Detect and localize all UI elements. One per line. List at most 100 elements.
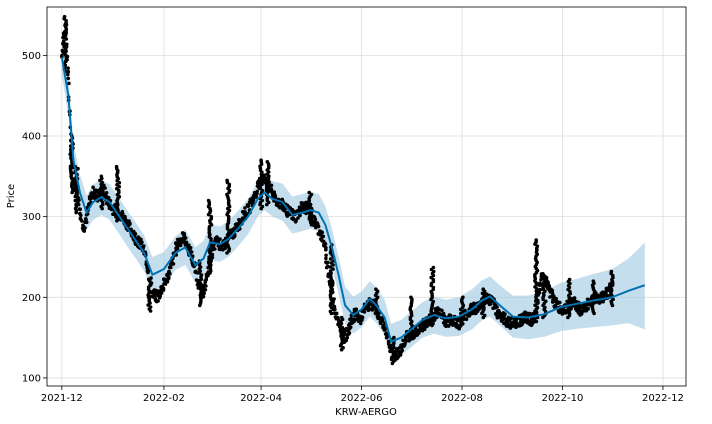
observed-point [324,253,328,258]
x-tick-label: 2022-06 [341,393,383,404]
observed-point [332,304,337,309]
observed-point [404,339,409,343]
observed-point [547,284,552,289]
observed-point [166,276,171,281]
observed-point [380,319,384,323]
observed-point [189,250,194,254]
observed-point [168,272,172,276]
y-tick-label: 300 [22,212,41,223]
observed-point [66,76,71,81]
observed-spike-point [392,335,396,340]
observed-point [537,291,542,295]
observed-spike-point [328,309,333,314]
forecast-line [60,56,646,343]
observed-spike-point [209,214,214,219]
observed-point [272,190,277,195]
y-tick-label: 400 [22,132,41,143]
observed-point [254,195,258,199]
observed-point [313,217,318,222]
observed-point [360,315,365,320]
observed-point [366,304,371,309]
tick-layer: 2021-12 2022-02 2022-04 2022-06 2022-08 2022-… [22,51,684,404]
observed-spike-point [341,345,345,350]
observed-spike-point [567,277,572,282]
observed-point [503,312,507,317]
observed-spike-point [341,329,345,334]
observed-point [139,237,143,242]
observed-point [83,226,87,230]
observed-spike-point [328,269,333,273]
observed-point [345,335,350,340]
observed-point [440,308,444,313]
observed-spike-point [115,186,119,191]
observed-point [572,296,577,300]
observed-point [243,210,247,214]
observed-spike-point [62,14,67,19]
observed-point [495,305,499,309]
observed-point [213,247,217,251]
observed-point [182,231,186,236]
observed-point [448,313,453,318]
observed-point [183,236,188,240]
observed-point [586,307,590,311]
observed-point [67,81,71,86]
observed-point [163,282,168,286]
observed-spike-point [609,269,614,274]
observed-point [325,264,330,269]
observed-point [201,294,206,299]
observed-point [550,288,555,293]
observed-spike-point [591,279,596,284]
observed-point [156,299,160,303]
observed-spike-point [148,283,153,288]
observed-point [326,260,330,265]
observed-point [159,291,164,295]
observed-point [539,282,543,287]
observed-point [316,224,321,229]
observed-point [348,325,353,330]
x-tick-label: 2022-02 [143,393,185,404]
observed-point [538,287,542,292]
observed-point [354,307,359,312]
observed-spike-point [259,158,263,162]
observed-point [169,265,173,270]
observed-point [398,353,403,357]
observed-point [324,256,328,261]
observed-point [106,196,111,200]
observed-point [336,316,340,320]
observed-spike-point [535,244,540,248]
observed-spike-point [73,198,78,203]
y-tick-label: 100 [22,373,41,384]
observed-point [554,296,558,301]
observed-spike-point [148,305,153,309]
observed-point [489,302,493,306]
observed-spike-point [543,275,548,279]
observed-point [294,219,298,223]
observed-point [558,300,562,305]
observed-point [401,338,405,343]
observed-point [215,235,219,239]
observed-point [78,207,82,212]
observed-spike-point [461,295,465,300]
plot-frame [46,6,687,387]
forecast-line-layer [60,56,646,343]
observed-point [347,331,352,335]
observed-spike-point [534,238,538,242]
observed-point [79,213,83,218]
observed-point [457,326,462,331]
observed-point [188,246,193,250]
observed-spike-point [62,33,66,37]
observed-point [251,198,256,202]
observed-point [80,219,84,223]
observed-point [66,72,70,77]
observed-point [204,284,208,288]
observed-point [269,183,274,188]
observed-point [158,294,162,298]
y-tick-label: 500 [22,51,41,62]
observed-point [146,268,151,273]
observed-point [321,234,326,239]
observed-spike-point [114,164,119,169]
observed-point [91,185,95,190]
observed-spike-point [482,313,487,318]
observed-point [255,192,259,196]
